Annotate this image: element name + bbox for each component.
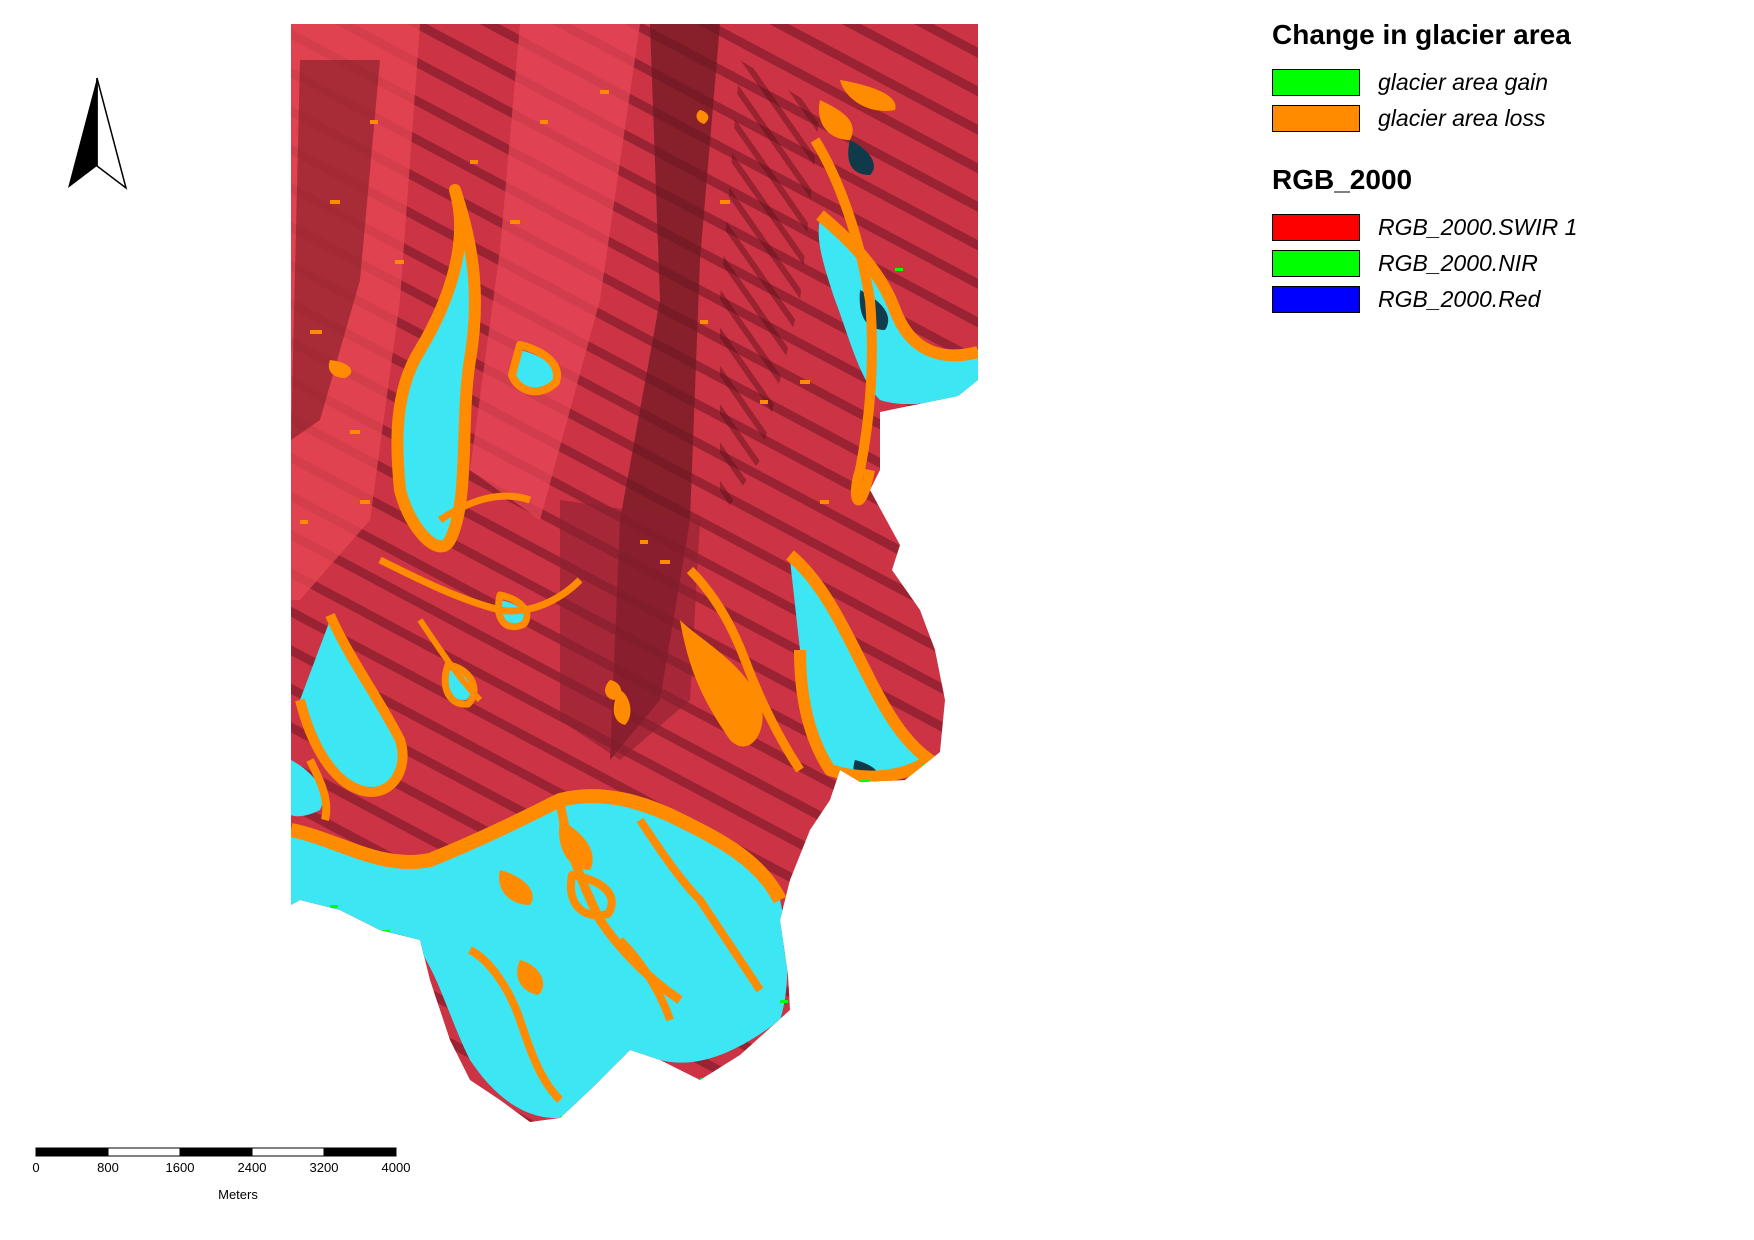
legend-item-red: RGB_2000.Red: [1272, 282, 1732, 318]
legend-title: Change in glacier area: [1272, 19, 1571, 50]
north-arrow-icon: [68, 77, 128, 190]
legend-item-glacier-gain: glacier area gain: [1272, 65, 1732, 101]
legend-item-swir1: RGB_2000.SWIR 1: [1272, 210, 1732, 246]
scale-unit-label: Meters: [218, 1187, 258, 1202]
legend-item-nir: RGB_2000.NIR: [1272, 246, 1732, 282]
legend-title: RGB_2000: [1272, 163, 1413, 195]
scale-tick-label: 3200: [310, 1160, 339, 1175]
legend-label: RGB_2000.Red: [1378, 286, 1541, 313]
legend-label: glacier area loss: [1378, 105, 1546, 132]
legend-label: RGB_2000.NIR: [1378, 250, 1538, 277]
scale-tick-label: 2400: [238, 1160, 267, 1175]
legend-swatch: [1272, 214, 1360, 242]
satellite-raster: [291, 24, 978, 1122]
map-legend: Change in glacier area glacier area gain…: [1272, 19, 1732, 318]
legend-group-glacier-change: Change in glacier area glacier area gain…: [1272, 19, 1732, 137]
scale-tick-label: 800: [97, 1160, 119, 1175]
scale-bar: 0 800 1600 2400 3200 4000 Meters: [32, 1147, 411, 1202]
legend-group-rgb-2000: RGB_2000 RGB_2000.SWIR 1 RGB_2000.NIR RG…: [1272, 163, 1732, 318]
scale-tick-label: 4000: [382, 1160, 411, 1175]
scale-tick-label: 1600: [166, 1160, 195, 1175]
legend-label: RGB_2000.SWIR 1: [1378, 214, 1578, 241]
scale-tick-label: 0: [32, 1160, 39, 1175]
legend-swatch: [1272, 69, 1360, 97]
legend-swatch: [1272, 286, 1360, 314]
legend-swatch: [1272, 250, 1360, 278]
scale-bar-segments: [35, 1147, 397, 1157]
legend-label: glacier area gain: [1378, 69, 1549, 96]
legend-item-glacier-loss: glacier area loss: [1272, 101, 1732, 137]
legend-swatch: [1272, 105, 1360, 133]
